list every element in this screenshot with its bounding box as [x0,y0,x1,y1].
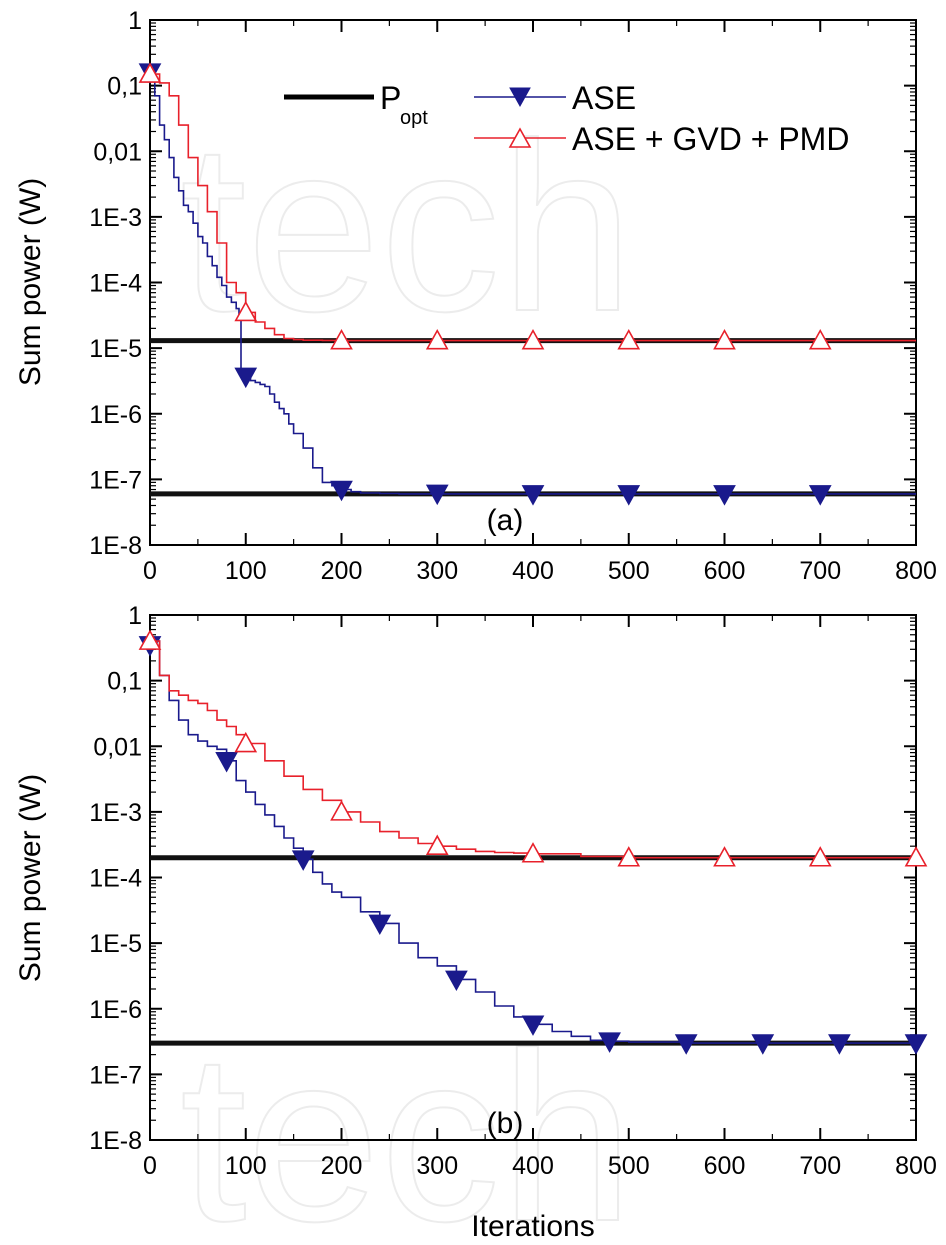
marker-ase-gvd-pmd [138,62,162,83]
marker-ase-gvd-pmd [904,846,928,867]
panel-b: 1E-8 1E-7 1E-6 1E-5 1E-4 1E-3 0,01 0,1 1 0 100 200 3… [14,602,937,1180]
y-tick-label: 0,01 [93,733,142,761]
x-tick-label: 400 [512,1152,554,1180]
marker-ase-gvd-pmd [521,842,545,863]
legend: P opt ASE ASE + GVD + PMD [284,80,849,157]
y-tick-label: 1E-5 [89,335,142,363]
x-tick-label: 200 [321,1152,363,1180]
marker-ase [215,752,238,773]
y-axis-title: Sum power (W) [14,774,47,982]
marker-ase [291,850,315,871]
watermark-bottom: tech [180,1003,634,1245]
marker-ase [330,480,353,502]
x-tick-label: 0 [143,1152,157,1180]
marker-ase-gvd-pmd [808,846,832,867]
marker-ase [234,367,258,389]
marker-ase [598,1032,621,1053]
marker-ase [904,1034,928,1055]
marker-ase [713,485,736,506]
y-tick-label: 1E-4 [89,270,142,298]
x-tick-label: 400 [512,557,554,585]
marker-ase-gvd-pmd [234,731,258,753]
y-tick-label: 1E-3 [89,204,142,232]
y-tick-label: 0,1 [107,668,142,696]
y-tick-label: 1E-6 [89,996,142,1024]
panel-label: (b) [487,1107,524,1140]
x-tick-label: 500 [608,1152,650,1180]
y-tick-label: 1E-8 [89,1127,142,1155]
marker-ase-gvd-pmd [330,800,353,821]
marker-ase-gvd-pmd [713,328,736,350]
legend-popt-label: P [380,80,401,116]
marker-ase-gvd-pmd [330,328,353,350]
x-tick-label: 700 [799,557,841,585]
x-tick-label: 600 [704,1152,746,1180]
y-tick-label: 1E-7 [89,466,142,494]
y-tick-label: 1 [128,7,142,35]
x-tick-label: 0 [143,557,157,585]
marker-ase-gvd-pmd [234,300,258,322]
marker-ase [521,485,545,506]
marker-ase-gvd-pmd [808,328,832,350]
y-tick-label: 0,1 [107,73,142,101]
marker-ase [617,485,641,506]
x-tick-label: 600 [704,557,746,585]
marker-ase [425,484,449,506]
marker-ase [808,485,832,506]
y-tick-label: 1E-7 [89,1061,142,1089]
y-tick-label: 1E-4 [89,865,142,893]
legend-ase-gvd-pmd-label: ASE + GVD + PMD [572,121,849,157]
y-tick-label: 0,01 [93,138,142,166]
marker-ase-gvd-pmd [425,328,449,350]
y-tick-label: 1E-6 [89,401,142,429]
legend-ase-label: ASE [572,80,636,116]
marker-ase-gvd-pmd [138,629,162,650]
legend-popt-subscript: opt [400,107,428,129]
x-tick-label: 800 [895,557,937,585]
x-axis-title: Iterations [471,1210,594,1243]
marker-ase-gvd-pmd [617,328,641,350]
marker-ase-gvd-pmd [425,834,449,855]
marker-ase-gvd-pmd [521,328,545,350]
panel-a: 1E-8 1E-7 1E-6 1E-5 1E-4 1E-3 0,01 0,1 1 0 100 200 3… [14,7,937,585]
x-tick-label: 500 [608,557,650,585]
y-tick-label: 1E-8 [89,532,142,560]
x-tick-label: 100 [225,557,267,585]
x-tick-label: 300 [416,557,458,585]
marker-ase [751,1034,775,1055]
marker-ase [445,970,468,992]
marker-ase-gvd-pmd [617,846,641,867]
y-axis-title: Sum power (W) [14,178,47,386]
y-tick-label: 1E-5 [89,930,142,958]
y-tick-label: 1E-3 [89,799,142,827]
marker-ase [521,1015,545,1036]
marker-ase [828,1034,851,1055]
legend-ase-gvd-pmd-marker [508,127,532,148]
x-tick-label: 800 [895,1152,937,1180]
marker-ase [674,1034,698,1055]
legend-ase-marker [509,87,531,108]
marker-ase [368,914,392,936]
marker-ase-gvd-pmd [713,846,736,867]
x-tick-label: 300 [416,1152,458,1180]
series-ase-gvd-pmd-line [150,640,916,859]
x-tick-label: 200 [321,557,363,585]
y-tick-label: 1 [128,602,142,630]
series-ase-line [150,640,916,1044]
x-tick-label: 100 [225,1152,267,1180]
panel-label: (a) [487,504,524,537]
x-tick-label: 700 [799,1152,841,1180]
